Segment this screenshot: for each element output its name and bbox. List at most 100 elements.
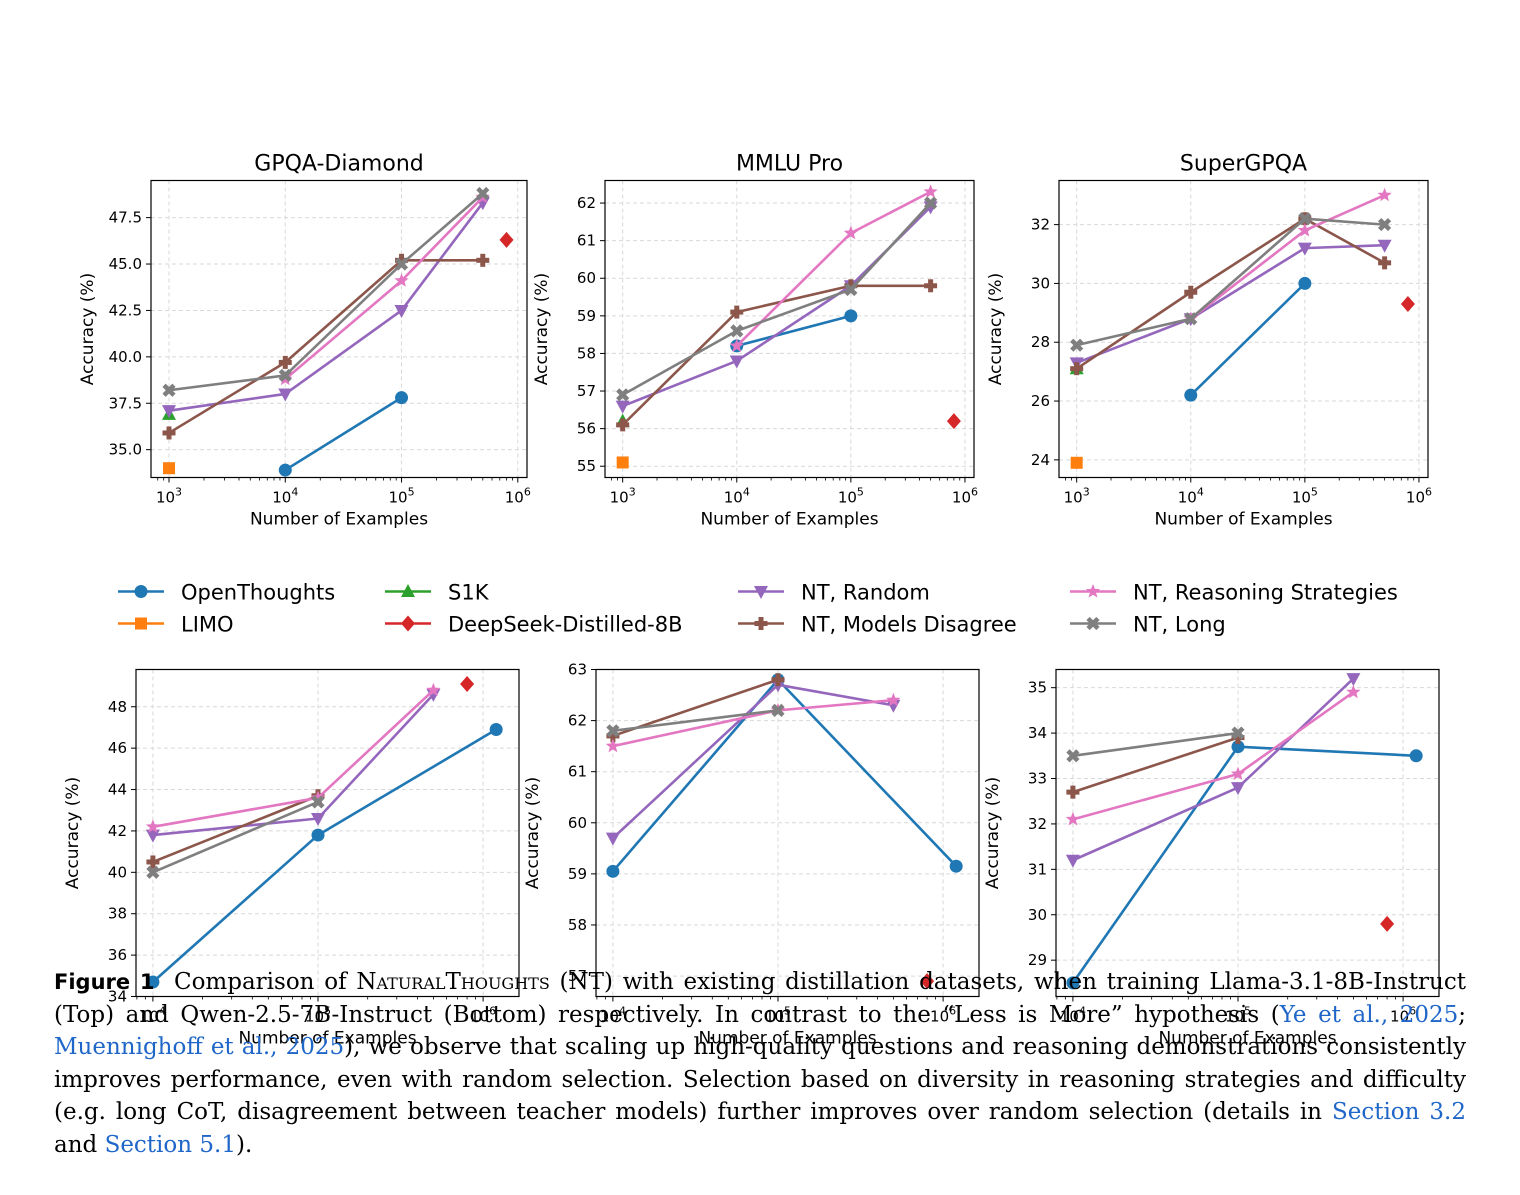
y-tick-label: 34 xyxy=(108,988,127,1006)
x-tick-label: 105 xyxy=(305,1005,331,1026)
series-nt-reasoning-strategies xyxy=(729,184,938,352)
chart-2: 103 104 105 106 55 56 57 58 59 60 61 62 MMLU Pro Numb… xyxy=(532,152,978,530)
series-line xyxy=(168,192,484,392)
y-tick-label: 58 xyxy=(577,344,596,362)
data-point xyxy=(616,388,630,402)
y-tick-label: 63 xyxy=(568,661,587,679)
caption-text-2: (NT) with existing distillation datasets… xyxy=(54,969,1466,1028)
y-tick-label: 24 xyxy=(1031,451,1050,469)
data-point xyxy=(730,305,744,319)
x-axis-label: Number of Examples xyxy=(1158,1029,1336,1049)
caption-ref-section-3-2[interactable]: Section 3.2 xyxy=(1331,1099,1466,1125)
series-line xyxy=(168,201,484,412)
series-limo xyxy=(163,462,176,475)
y-tick-label: 62 xyxy=(568,712,587,730)
legend-item-s1k: S1K xyxy=(385,581,490,605)
legend-item-limo: LIMO xyxy=(118,613,234,637)
data-point xyxy=(843,225,858,240)
y-tick-label: 58 xyxy=(568,916,587,934)
chart-6: 104 105 106 29 30 31 32 33 34 35 Number of Example… xyxy=(983,668,1440,1049)
legend-marker xyxy=(754,617,768,630)
series-nt-long xyxy=(1070,212,1392,352)
y-tick-label: 26 xyxy=(1031,392,1050,410)
legend-marker xyxy=(134,585,148,598)
series-line xyxy=(1075,217,1386,370)
data-point xyxy=(1346,684,1361,699)
series-limo xyxy=(1070,456,1083,469)
x-tick-label: 106 xyxy=(1390,1005,1416,1026)
data-point xyxy=(1066,976,1080,990)
legend-label: DeepSeek-Distilled-8B xyxy=(448,613,683,637)
legend-marker xyxy=(135,617,147,630)
legend-item-nt-long: NT, Long xyxy=(1070,613,1226,637)
data-point xyxy=(476,253,490,267)
data-point xyxy=(1230,766,1246,781)
legend-label: NT, Random xyxy=(801,581,930,605)
x-tick-label: 103 xyxy=(1064,486,1090,507)
y-axis-label: Accuracy (%) xyxy=(63,777,83,889)
data-point xyxy=(616,418,630,432)
data-point xyxy=(311,795,325,809)
series-openthoughts xyxy=(146,723,503,989)
y-tick-label: 47.5 xyxy=(109,209,142,227)
series-deepseek-distilled-8b xyxy=(499,231,514,248)
caption-ref-ye[interactable]: Ye et al., 2025 xyxy=(1279,1001,1459,1028)
series-line xyxy=(1072,677,1355,862)
y-tick-label: 40.0 xyxy=(109,348,142,366)
data-point xyxy=(1184,312,1198,326)
series-deepseek-distilled-8b xyxy=(920,973,935,990)
legend-item-nt-models-disagree: NT, Models Disagree xyxy=(738,613,1017,637)
data-point xyxy=(146,975,160,989)
x-tick-label: 106 xyxy=(930,1005,956,1026)
series-openthoughts xyxy=(1066,740,1423,990)
legend-marker xyxy=(754,586,768,599)
legend-label: NT, Long xyxy=(1133,613,1226,637)
x-axis-label: Number of Examples xyxy=(238,1029,416,1049)
series-nt-reasoning-strategies xyxy=(1065,684,1361,826)
series-nt-random xyxy=(1069,239,1392,371)
legend-item-nt-random: NT, Random xyxy=(738,581,930,605)
caption-ref-section-5-1[interactable]: Section 5.1 xyxy=(104,1131,236,1158)
y-tick-label: 30 xyxy=(1028,906,1047,924)
data-point xyxy=(1065,811,1081,826)
y-axis-label: Accuracy (%) xyxy=(983,777,1003,889)
x-tick-label: 104 xyxy=(140,1005,166,1026)
data-point xyxy=(1378,218,1392,232)
y-tick-label: 33 xyxy=(1028,770,1047,788)
x-tick-label: 105 xyxy=(765,1005,791,1026)
y-tick-label: 28 xyxy=(1031,333,1050,351)
legend-label: S1K xyxy=(448,581,490,605)
series-line xyxy=(1072,731,1239,758)
caption-sep: ; xyxy=(1458,1001,1466,1028)
y-tick-label: 61 xyxy=(568,763,587,781)
figure-caption: Figure 1 Comparison of NaturalThoughts (… xyxy=(54,966,1466,1161)
legend-marker xyxy=(1086,616,1100,631)
y-tick-label: 42.5 xyxy=(109,301,142,319)
y-tick-label: 45.0 xyxy=(109,255,142,273)
legend-marker xyxy=(1085,584,1101,598)
legend-label: OpenThoughts xyxy=(181,581,335,605)
chart-title: SuperGPQA xyxy=(1180,152,1307,177)
data-point xyxy=(1231,740,1245,754)
series-nt-reasoning-strategies xyxy=(278,189,490,386)
data-point xyxy=(886,692,901,707)
chart-4: 104 105 106 34 36 38 40 42 44 46 48 Number of Examp… xyxy=(63,668,520,1049)
series-deepseek-distilled-8b xyxy=(1380,915,1395,932)
data-point xyxy=(616,456,629,469)
data-point xyxy=(606,724,620,738)
series-line xyxy=(152,800,319,874)
caption-text-3: ), we observe that scaling up high-quali… xyxy=(54,1034,1466,1125)
caption-ref-muennighoff[interactable]: Muennighoff et al., 2025 xyxy=(54,1034,345,1060)
data-point xyxy=(1377,187,1392,202)
y-tick-label: 35 xyxy=(1028,679,1047,697)
data-point xyxy=(1065,854,1080,868)
y-tick-label: 57 xyxy=(577,382,596,400)
y-tick-label: 60 xyxy=(568,814,587,832)
series-line xyxy=(168,259,483,435)
x-tick-label: 104 xyxy=(272,486,298,507)
y-tick-label: 40 xyxy=(108,863,127,881)
data-point xyxy=(1378,256,1392,270)
grid xyxy=(151,180,527,478)
series-nt-models-disagree xyxy=(162,253,490,440)
data-point xyxy=(476,186,490,201)
